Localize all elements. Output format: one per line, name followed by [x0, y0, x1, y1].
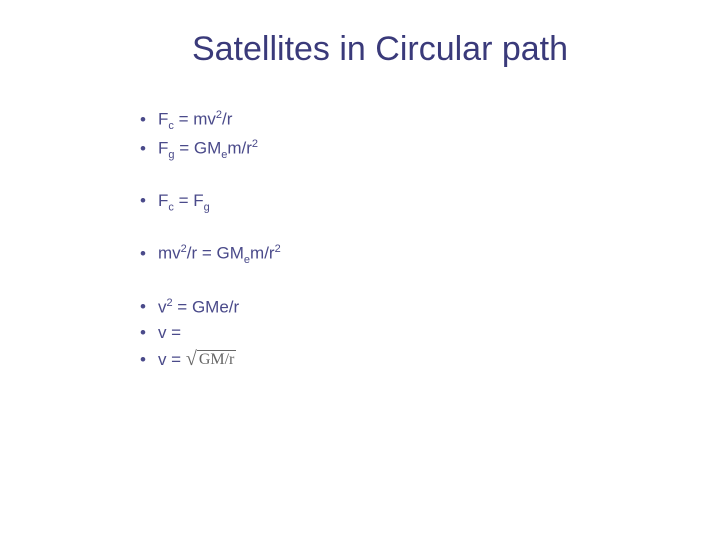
- equation-3: Fc = Fg: [158, 191, 210, 213]
- eq-text: = mv: [174, 110, 216, 129]
- equation-4: mv2/r = GMem/r2: [158, 243, 281, 266]
- eq-text: F: [158, 110, 168, 129]
- equation-2: Fg = GMem/r2: [158, 138, 258, 161]
- eq-text: mv: [158, 244, 181, 263]
- bullet-item-4: • mv2/r = GMem/r2: [140, 243, 680, 266]
- eq-text: F: [158, 191, 168, 210]
- slide-container: Satellites in Circular path • Fc = mv2/r…: [0, 0, 720, 540]
- bullet-item-3: • Fc = Fg: [140, 191, 680, 213]
- eq-text: /r: [222, 110, 232, 129]
- bullet-dot: •: [140, 139, 146, 159]
- spacer: [140, 167, 680, 191]
- eq-text: m/r: [250, 244, 275, 263]
- eq-text: v =: [158, 323, 181, 342]
- equation-1: Fc = mv2/r: [158, 109, 232, 132]
- bullet-item-5: • v2 = GMe/r: [140, 297, 680, 318]
- bullet-item-6: • v =: [140, 323, 680, 343]
- eq-text: = GM: [174, 139, 221, 158]
- equation-5: v2 = GMe/r: [158, 297, 239, 318]
- eq-text: /r = GM: [187, 244, 244, 263]
- eq-sup: 2: [275, 243, 281, 255]
- bullet-item-7: • v = √GM/r: [140, 349, 680, 370]
- spacer: [140, 219, 680, 243]
- bullet-item-2: • Fg = GMem/r2: [140, 138, 680, 161]
- bullet-dot: •: [140, 350, 146, 370]
- bullet-dot: •: [140, 244, 146, 264]
- eq-text: = GMe/r: [173, 297, 240, 316]
- eq-text: F: [158, 139, 168, 158]
- bullet-item-1: • Fc = mv2/r: [140, 109, 680, 132]
- eq-text: v =: [158, 350, 186, 369]
- equation-7: v = √GM/r: [158, 349, 236, 370]
- eq-sub: g: [204, 201, 210, 213]
- equation-6: v =: [158, 323, 181, 343]
- bullet-dot: •: [140, 323, 146, 343]
- sqrt-content: GM/r: [197, 350, 237, 369]
- eq-sup: 2: [252, 138, 258, 150]
- sqrt-symbol: √: [186, 349, 197, 369]
- bullet-dot: •: [140, 297, 146, 317]
- sqrt-expression: √GM/r: [186, 349, 237, 369]
- content-area: • Fc = mv2/r • Fg = GMem/r2 • Fc = Fg • …: [140, 109, 680, 370]
- bullet-dot: •: [140, 110, 146, 130]
- eq-text: m/r: [227, 139, 252, 158]
- bullet-dot: •: [140, 191, 146, 211]
- slide-title: Satellites in Circular path: [80, 30, 680, 69]
- eq-text: = F: [174, 191, 204, 210]
- spacer: [140, 273, 680, 297]
